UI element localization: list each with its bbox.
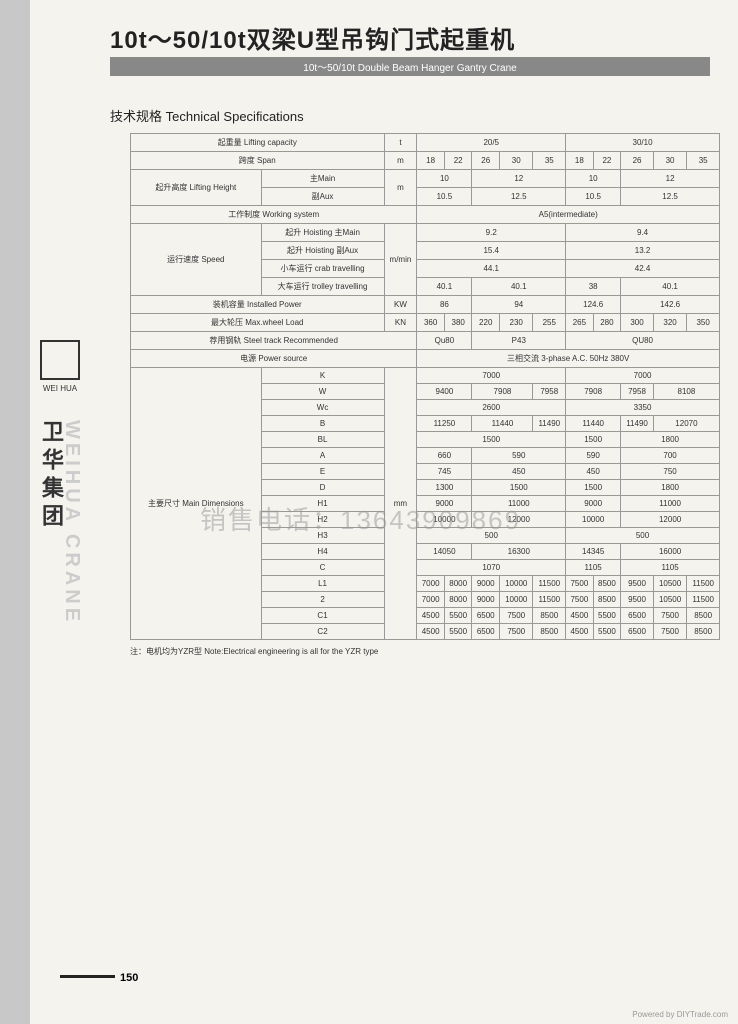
subtitle: 技术规格 Technical Specifications xyxy=(110,106,738,125)
footer: Powered by DIYTrade.com xyxy=(632,1010,728,1019)
title-cn: 10t～50/10t双梁U型吊钩门式起重机 xyxy=(110,20,738,55)
logo: WEI HUA xyxy=(30,340,90,393)
note: 注：电机均为YZR型 Note:Electrical engineering i… xyxy=(130,646,738,657)
logo-text: WEI HUA xyxy=(30,384,90,393)
logo-icon xyxy=(40,340,80,380)
title-en: 10t～50/10t Double Beam Hanger Gantry Cra… xyxy=(110,57,710,76)
spec-table: 起重量 Lifting capacityt20/530/10跨度 Spanm18… xyxy=(130,133,720,640)
page-line xyxy=(60,975,115,978)
sidebar xyxy=(0,0,30,1024)
page-number: 150 xyxy=(120,972,138,984)
side-text-en: WEIHUA CRANE xyxy=(60,420,83,625)
watermark: 销售电话：13643909869 xyxy=(200,500,521,537)
